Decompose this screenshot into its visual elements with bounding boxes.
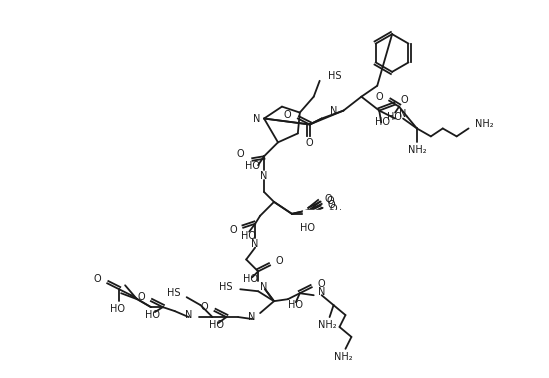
Text: N: N [318,287,325,297]
Text: HO: HO [240,231,256,241]
Text: HO: HO [145,310,160,320]
Text: O: O [237,149,244,159]
Text: OH: OH [302,228,317,238]
Text: O: O [306,138,313,148]
Text: N: N [185,310,193,320]
Text: NH₂: NH₂ [334,352,353,362]
Text: NH₂: NH₂ [474,119,493,130]
Text: HO: HO [245,161,260,171]
Text: NH₂: NH₂ [408,145,426,155]
Bar [303,210,352,235]
Text: HO: HO [288,300,304,310]
Text: HS: HS [219,282,232,292]
Text: N: N [248,312,255,322]
Text: N: N [330,105,338,116]
Text: HS: HS [167,288,181,298]
Text: HO: HO [300,223,315,233]
Text: HO: HO [110,304,125,314]
Text: O: O [229,225,237,235]
Text: O: O [276,256,284,266]
Bar [288,222,306,235]
Text: N: N [251,239,259,249]
Text: N: N [260,282,267,292]
Text: O: O [201,302,209,312]
Text: O: O [137,292,145,302]
Text: HO: HO [386,112,402,122]
Text: HO: HO [209,320,224,330]
Text: O: O [94,274,101,284]
Text: HO: HO [243,274,257,284]
Text: O: O [324,194,332,204]
Text: O: O [376,92,383,102]
Text: O: O [400,94,408,105]
Text: N: N [253,113,260,124]
Text: HO: HO [375,118,390,127]
Text: O: O [328,200,335,210]
Text: OH: OH [328,209,343,219]
Text: N: N [260,171,268,181]
Text: NH₂: NH₂ [318,320,337,330]
Text: O: O [318,279,326,289]
Text: O: O [329,204,337,214]
Text: N: N [399,108,406,119]
Text: HS: HS [328,71,341,81]
Text: O: O [283,110,291,119]
Text: O: O [327,196,334,206]
